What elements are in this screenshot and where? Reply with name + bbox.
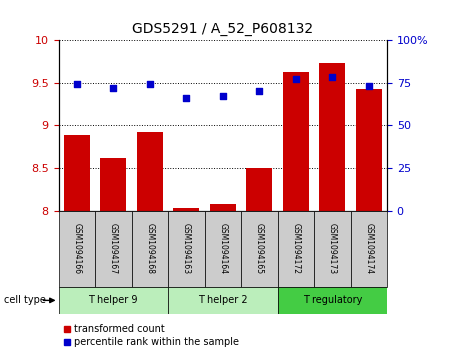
Bar: [278, 287, 387, 314]
Text: GSM1094165: GSM1094165: [255, 223, 264, 274]
Point: [328, 74, 336, 80]
Text: GSM1094172: GSM1094172: [291, 223, 300, 274]
Bar: [204, 211, 241, 287]
Bar: [95, 211, 131, 287]
Text: GSM1094173: GSM1094173: [328, 223, 337, 274]
Bar: [283, 72, 309, 211]
Point: [292, 76, 299, 82]
Bar: [356, 89, 382, 211]
Bar: [168, 287, 278, 314]
Text: GSM1094163: GSM1094163: [182, 223, 191, 274]
Text: GSM1094168: GSM1094168: [145, 223, 154, 274]
Text: T helper 9: T helper 9: [89, 295, 138, 305]
Bar: [278, 211, 314, 287]
Bar: [168, 211, 204, 287]
Text: GSM1094166: GSM1094166: [72, 223, 81, 274]
Point: [219, 93, 226, 99]
Bar: [131, 211, 168, 287]
Bar: [351, 211, 387, 287]
Bar: [314, 211, 351, 287]
Bar: [100, 158, 126, 211]
Bar: [247, 168, 272, 211]
Point: [183, 95, 190, 101]
Point: [73, 81, 81, 87]
Title: GDS5291 / A_52_P608132: GDS5291 / A_52_P608132: [132, 22, 313, 36]
Text: GSM1094164: GSM1094164: [218, 223, 227, 274]
Text: GSM1094174: GSM1094174: [364, 223, 373, 274]
Point: [365, 83, 372, 89]
Point: [256, 88, 263, 94]
Bar: [58, 211, 95, 287]
Text: GSM1094167: GSM1094167: [109, 223, 118, 274]
Text: cell type: cell type: [4, 295, 46, 305]
Bar: [137, 132, 162, 211]
Bar: [210, 204, 235, 211]
Bar: [58, 287, 168, 314]
Point: [146, 81, 153, 87]
Bar: [64, 135, 90, 211]
Bar: [241, 211, 278, 287]
Text: T regulatory: T regulatory: [302, 295, 362, 305]
Bar: [174, 208, 199, 211]
Bar: [320, 63, 345, 211]
Legend: transformed count, percentile rank within the sample: transformed count, percentile rank withi…: [63, 324, 239, 347]
Point: [110, 85, 117, 91]
Text: T helper 2: T helper 2: [198, 295, 248, 305]
